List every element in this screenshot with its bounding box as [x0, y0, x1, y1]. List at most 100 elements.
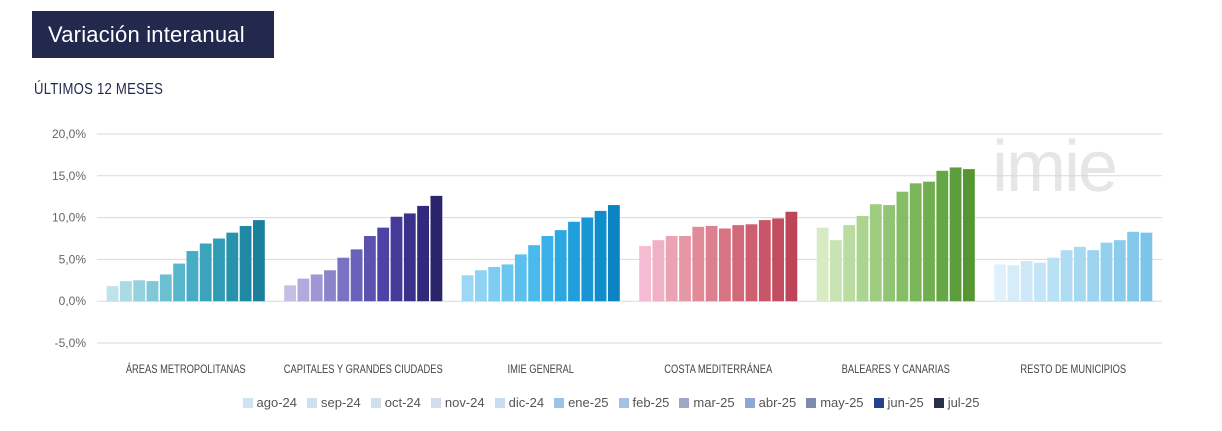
legend-swatch: [554, 397, 565, 408]
y-tick-label: 0,0%: [59, 294, 87, 308]
legend-item-jun-25: jun-25: [873, 395, 924, 410]
bar-oct-24: [843, 225, 856, 302]
bar-jun-25: [239, 225, 252, 302]
bar-mar-25: [909, 183, 922, 302]
legend-label: dic-24: [508, 395, 545, 410]
bar-abr-25: [1100, 242, 1113, 302]
bar-jun-25: [594, 210, 607, 302]
bar-ene-25: [705, 225, 718, 302]
bar-dic-24: [337, 257, 350, 302]
bar-oct-24: [133, 280, 146, 302]
legend-swatch: [933, 397, 944, 408]
bar-jul-25: [785, 211, 798, 302]
bar-may-25: [1113, 240, 1126, 302]
bar-feb-25: [186, 251, 199, 302]
bar-feb-25: [719, 228, 731, 302]
bar-may-25: [403, 213, 416, 302]
bar-jul-25: [253, 220, 265, 302]
title-banner: Variación interanual: [32, 11, 274, 58]
bar-abr-25: [568, 221, 580, 302]
legend-swatch: [430, 397, 441, 408]
bar-jul-25: [1140, 232, 1153, 302]
bar-sep-24: [830, 240, 842, 302]
legend-label: sep-24: [321, 395, 361, 410]
y-tick-label: -5,0%: [55, 336, 87, 350]
bar-chart: 20,0% 15,0% 10,0% 5,0% 0,0% -5,0% ÁREAS METROP…: [52, 127, 1162, 376]
bar-nov-24: [679, 235, 691, 302]
bar-jun-25: [949, 167, 962, 302]
bar-dic-24: [514, 254, 527, 302]
bar-mar-25: [199, 243, 212, 302]
legend-item-dic-24: dic-24: [494, 395, 545, 410]
legend-swatch: [744, 397, 755, 408]
bar-may-25: [936, 170, 949, 302]
legend-label: jun-25: [887, 395, 924, 410]
bar-may-25: [581, 217, 594, 302]
y-tick-label: 20,0%: [52, 127, 86, 141]
legend-label: oct-24: [384, 395, 421, 410]
legend-item-oct-24: oct-24: [370, 395, 421, 410]
legend-item-feb-25: feb-25: [618, 395, 670, 410]
legend-label: may-25: [820, 395, 864, 410]
legend-label: abr-25: [758, 395, 797, 410]
bar-ene-25: [1060, 250, 1073, 302]
bar-nov-24: [146, 281, 159, 302]
bar-sep-24: [652, 240, 665, 302]
y-tick-label: 5,0%: [59, 252, 87, 266]
bar-ene-25: [350, 249, 363, 302]
bar-feb-25: [541, 235, 554, 302]
bar-abr-25: [923, 181, 935, 302]
bar-jul-25: [963, 169, 975, 302]
legend-item-ago-24: ago-24: [242, 395, 297, 410]
chart-subtitle: ÚLTIMOS 12 MESES: [34, 81, 164, 98]
bar-mar-25: [554, 230, 567, 302]
y-tick-label: 10,0%: [52, 211, 86, 225]
bar-abr-25: [213, 238, 225, 302]
bar-nov-24: [324, 270, 336, 302]
bar-nov-24: [856, 215, 869, 302]
bar-ago-24: [816, 227, 829, 302]
bar-ago-24: [639, 246, 651, 302]
legend-item-abr-25: abr-25: [744, 395, 797, 410]
bar-ene-25: [528, 245, 540, 302]
bar-mar-25: [377, 227, 390, 302]
bar-ago-24: [106, 286, 119, 302]
chart-title: Variación interanual: [48, 21, 245, 47]
legend-item-ene-25: ene-25: [554, 395, 609, 410]
bar-dic-24: [159, 274, 172, 302]
chart-legend: ago-24 sep-24 oct-24 nov-24 dic-24 ene-25 feb-…: [0, 395, 1222, 410]
bar-sep-24: [297, 278, 310, 302]
x-category-label: COSTA MEDITERRÁNEA: [664, 362, 773, 376]
bar-ago-24: [284, 285, 296, 302]
bar-may-25: [226, 232, 239, 302]
bar-may-25: [758, 220, 771, 302]
legend-swatch: [679, 397, 690, 408]
bar-nov-24: [1034, 262, 1046, 302]
bar-ene-25: [883, 205, 895, 302]
bar-oct-24: [310, 274, 323, 302]
bar-dic-24: [692, 226, 705, 302]
bar-dic-24: [1047, 257, 1060, 302]
bar-ago-24: [461, 275, 474, 302]
bar-ago-24: [994, 264, 1006, 302]
x-category-label: RESTO DE MUNICIPIOS: [1020, 363, 1126, 376]
legend-item-sep-24: sep-24: [307, 395, 361, 410]
x-category-label: BALEARES Y CANARIAS: [842, 363, 950, 376]
bar-feb-25: [364, 235, 376, 302]
legend-label: ene-25: [568, 395, 609, 410]
legend-label: ago-24: [256, 395, 297, 410]
bar-mar-25: [1087, 250, 1100, 302]
bar-sep-24: [120, 281, 132, 302]
legend-label: feb-25: [632, 395, 670, 410]
bar-ene-25: [173, 263, 185, 302]
bar-dic-24: [869, 204, 882, 302]
legend-swatch: [873, 397, 884, 408]
bar-jun-25: [772, 218, 784, 302]
bar-abr-25: [745, 224, 758, 302]
legend-swatch: [494, 397, 505, 408]
bar-oct-24: [488, 266, 501, 302]
legend-swatch: [370, 397, 381, 408]
bar-sep-24: [1007, 265, 1020, 302]
legend-item-nov-24: nov-24: [430, 395, 485, 410]
bar-jun-25: [417, 205, 429, 302]
